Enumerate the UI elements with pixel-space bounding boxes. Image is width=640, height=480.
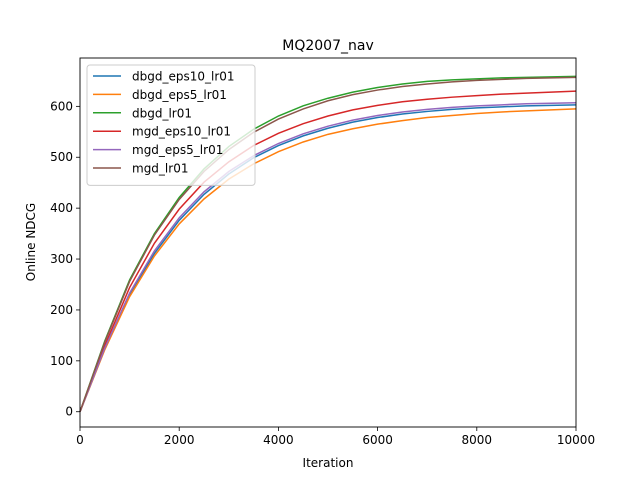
x-axis-label: Iteration <box>303 456 354 470</box>
series-line-dbgd_eps10_lr01 <box>79 104 577 413</box>
legend-label: dbgd_eps10_lr01 <box>132 70 235 84</box>
y-axis-ticks: 0 100 200 300 400 500 600 <box>50 99 80 419</box>
y-axis-label: Online NDCG <box>24 203 38 281</box>
x-tick-label: 4000 <box>263 433 294 447</box>
y-tick-label: 300 <box>50 252 73 266</box>
x-axis-ticks: 0 2000 4000 6000 8000 10000 <box>76 427 595 447</box>
legend-label: mgd_eps5_lr01 <box>132 143 223 157</box>
chart-title: MQ2007_nav <box>282 38 373 54</box>
y-tick-label: 100 <box>50 354 73 368</box>
y-tick-label: 200 <box>50 303 73 317</box>
y-tick-label: 600 <box>50 99 73 113</box>
series-lines <box>79 75 577 413</box>
series-line-mgd_eps10_lr01 <box>79 90 577 412</box>
legend-label: mgd_lr01 <box>132 162 188 176</box>
y-tick-label: 0 <box>65 405 73 419</box>
series-line-mgd_lr01 <box>79 76 577 412</box>
legend-label: dbgd_lr01 <box>132 106 192 120</box>
legend: dbgd_eps10_lr01 dbgd_eps5_lr01 dbgd_lr01mg… <box>86 64 256 186</box>
legend-box <box>86 64 256 186</box>
plot-frame <box>79 57 577 428</box>
series-line-mgd_eps5_lr01 <box>79 102 577 413</box>
legend-label: dbgd_eps5_lr01 <box>132 88 227 102</box>
legend-label: mgd_eps10_lr01 <box>132 125 231 139</box>
x-tick-label: 2000 <box>164 433 195 447</box>
y-tick-label: 400 <box>50 201 73 215</box>
y-tick-label: 500 <box>50 150 73 164</box>
x-tick-label: 6000 <box>362 433 393 447</box>
x-tick-label: 10000 <box>557 433 595 447</box>
series-line-dbgd_lr01 <box>79 75 577 412</box>
x-tick-label: 0 <box>76 433 84 447</box>
x-tick-label: 8000 <box>462 433 493 447</box>
series-line-dbgd_eps5_lr01 <box>79 108 577 413</box>
